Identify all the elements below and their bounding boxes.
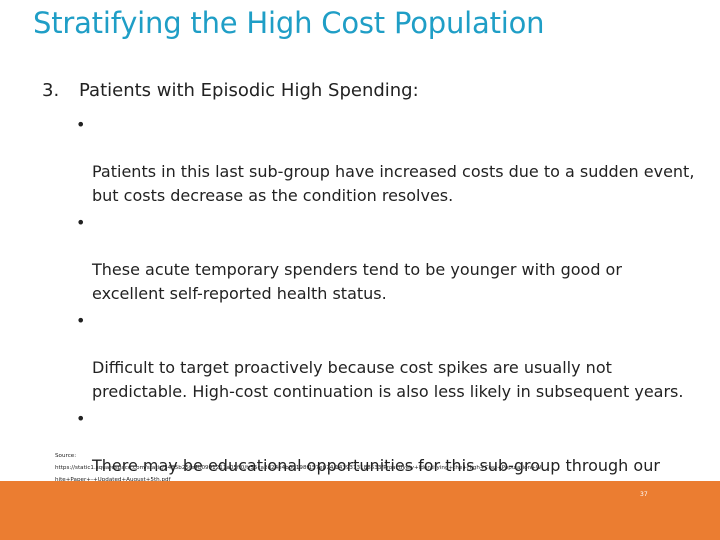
bullet-list: • Patients in this last sub-group have i… — [76, 113, 706, 505]
section-heading-text: Patients with Episodic High Spending: — [79, 80, 419, 101]
bullet-marker: • — [76, 115, 86, 134]
bullet-item: • Difficult to target proactively becaus… — [76, 309, 706, 403]
page-number: 37 — [640, 491, 648, 498]
bullet-marker: • — [76, 311, 86, 330]
bullet-marker: • — [76, 409, 86, 428]
source-citation: Source: https://static1.squarespace.com/… — [55, 453, 542, 483]
footer-bar — [0, 481, 720, 540]
bullet-text: Difficult to target proactively because … — [92, 358, 684, 401]
bullet-item: • These acute temporary spenders tend to… — [76, 211, 706, 305]
section-number: 3. — [42, 80, 60, 101]
bullet-text: Patients in this last sub-group have inc… — [92, 162, 695, 205]
bullet-marker: • — [76, 213, 86, 232]
slide-title: Stratifying the High Cost Population — [33, 6, 545, 40]
section-heading: 3. Patients with Episodic High Spending: — [42, 80, 419, 101]
bullet-item: • Patients in this last sub-group have i… — [76, 113, 706, 207]
bullet-text: These acute temporary spenders tend to b… — [92, 260, 622, 303]
